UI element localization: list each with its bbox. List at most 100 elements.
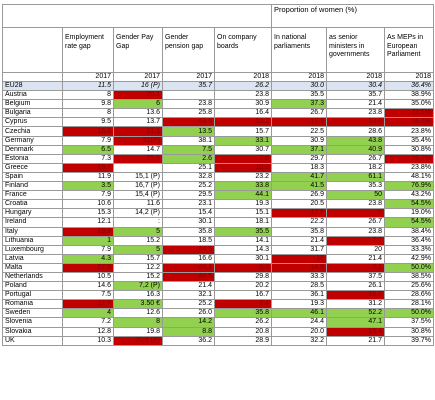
value-cell: 3.50 € (113, 299, 163, 310)
value-cell: 18.3 (271, 162, 327, 173)
value-cell: 30.9 (214, 99, 272, 110)
value-cell: 16.3 (113, 290, 163, 301)
super-header-blank (2, 4, 272, 28)
value-cell: 37.1 (271, 144, 327, 155)
value-cell: 15.7 (113, 253, 163, 264)
value-cell: 30.0 (271, 80, 327, 92)
value-cell: 16.7% (383, 153, 435, 164)
value-cell: 2.6 (162, 153, 215, 164)
value-cell: 15.1 (214, 208, 272, 219)
header-employment-rate-gap: Employment rate gap (62, 27, 114, 73)
country-cell: Malta (2, 262, 63, 273)
value-cell: 10.8 (214, 162, 272, 173)
value-cell: 31.2 (326, 299, 385, 310)
table-row: Slovakia 12.8 19.8 8.8 20.8 20.0 15.4 30.8% (2, 326, 435, 337)
value-cell: 21.4 (326, 253, 385, 264)
country-cell: Ireland (2, 217, 63, 228)
value-cell: 25.6 (113, 153, 163, 164)
value-cell: 7.1 (326, 262, 385, 273)
value-cell: 20 (326, 244, 385, 255)
value-cell: 14.6 (62, 281, 114, 292)
value-cell: 38.1 (162, 135, 215, 146)
value-cell: 26.7 (326, 153, 385, 164)
value-cell: 31.7 (271, 244, 327, 255)
country-cell: Netherlands (2, 271, 63, 283)
value-cell: 23.8 (214, 90, 272, 101)
value-cell: 19.3 (271, 299, 327, 310)
gender-gap-table: Proportion of women (%) Employment rate … (2, 4, 435, 346)
value-cell: 18.2 (326, 162, 385, 173)
value-cell: 16.7 (326, 290, 385, 301)
value-cell: 30.4 (326, 80, 385, 92)
value-cell: 42.9% (383, 253, 435, 264)
country-cell: Hungary (2, 208, 63, 219)
value-cell: 26.1 (326, 281, 385, 292)
table-row: France 7.9 15,4 (P) 29.5 44.1 26.9 50 43.2% (2, 190, 435, 201)
value-cell: 15.4 (162, 208, 215, 219)
value-cell: 36.4% (383, 235, 435, 246)
value-cell: 44.5 (162, 244, 215, 255)
value-cell: 12.6 (271, 208, 327, 219)
value-cell: 18 (271, 253, 327, 264)
value-cell: 25.1 (162, 162, 215, 173)
value-cell: 16.7% (383, 117, 435, 128)
country-cell: EU28 (2, 80, 63, 92)
value-cell (162, 90, 215, 101)
year-cell: 2017 (162, 72, 215, 82)
country-cell: Portugal (2, 290, 63, 301)
country-cell: Greece (2, 162, 63, 173)
value-cell: 11.9 (62, 171, 114, 183)
value-cell: 14.3 (214, 244, 272, 255)
value-cell: 4.3 (62, 253, 114, 264)
value-cell: 17.7 (62, 299, 114, 310)
value-cell: 14.7 (113, 144, 163, 155)
value-cell: 29.7 (271, 153, 327, 164)
value-cell: 25.6% (383, 281, 435, 292)
value-cell: 29.5 (162, 190, 215, 201)
table-row: Poland 14.6 7,2 (P) 21.4 20.2 28.5 26.1 25.6% (2, 281, 435, 292)
table-row: Malta 27.5 12.2 44.1 8.3 14.9 7.1 50.0% (2, 262, 435, 273)
value-cell: 48.1% (383, 171, 435, 183)
table-row: Germany 7.9 21(P) 38.1 33.1 30.9 43.8 35.4% (2, 135, 435, 146)
value-cell: 20.1 (113, 90, 163, 101)
value-cell: 30.1 (214, 253, 272, 264)
value-cell: 36.1 (271, 290, 327, 301)
value-cell: 12.8 (62, 326, 114, 337)
value-cell: 11.5 (62, 80, 114, 92)
value-cell: 10.5 (62, 271, 114, 283)
value-cell: 21.4 (162, 281, 215, 292)
value-cell: 7,2 (P) (113, 281, 163, 292)
table-row: Portugal 7.5 16.3 32.1 16.7 36.1 16.7 28.6% (2, 290, 435, 301)
country-cell: Germany (2, 135, 63, 146)
value-cell: 7.6 (214, 153, 272, 164)
value-cell: 16.7 (214, 290, 272, 301)
value-cell: 20.0 (271, 326, 327, 337)
value-cell: 19.8 (62, 226, 114, 237)
value-cell: 11.6 (113, 199, 163, 210)
value-cell: 47.1 (326, 317, 385, 328)
value-cell: 6 (113, 99, 163, 110)
table-row: Netherlands 10.5 15.2 44.5 29.8 33.3 37.5 38.5% (2, 271, 435, 283)
year-cell: 2017 (113, 72, 163, 82)
value-cell: 15.2 (113, 271, 163, 283)
value-cell: 21.4 (326, 99, 385, 110)
value-cell: 17.9 (271, 117, 327, 128)
value-cell: 28.6% (383, 290, 435, 301)
value-cell: 28.9 (214, 335, 272, 346)
value-cell: 26.7 (326, 217, 385, 228)
value-cell: 23.8 (326, 199, 385, 210)
value-cell: 35.8 (162, 226, 215, 237)
value-cell: 30.8% (383, 326, 435, 337)
value-cell: 24.4 (271, 317, 327, 328)
value-cell: 16.6 (162, 253, 215, 264)
value-cell: 7.7 (326, 235, 385, 246)
value-cell: 8.3 (214, 262, 272, 273)
value-cell: 1 (62, 235, 114, 246)
value-cell: 30.1 (162, 217, 215, 228)
value-cell: 35.0% (383, 99, 435, 110)
value-cell: 10.2 (214, 117, 272, 128)
value-cell: 23.8 (162, 99, 215, 110)
country-cell: Denmark (2, 144, 63, 155)
value-cell: 33.8 (214, 181, 272, 192)
value-cell: 35.4% (383, 135, 435, 146)
